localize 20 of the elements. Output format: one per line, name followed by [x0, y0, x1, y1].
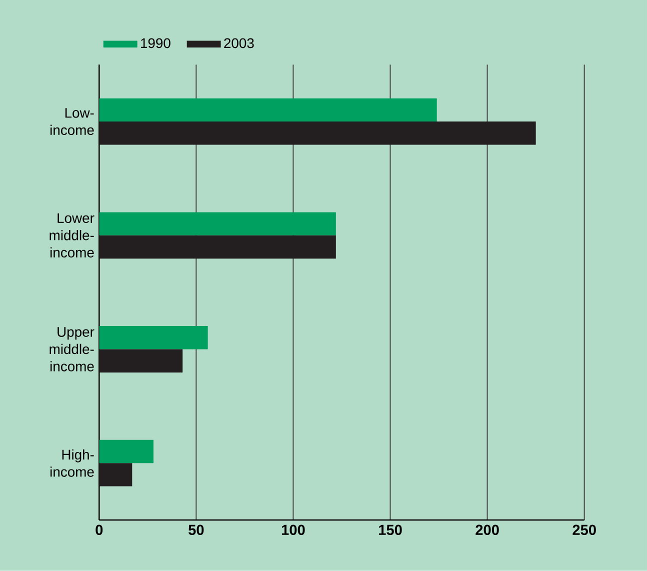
legend-label: 2003	[224, 38, 254, 48]
x-tick-label: 250	[572, 524, 596, 536]
legend-label: 1990	[141, 38, 170, 48]
bar	[99, 463, 132, 486]
y-tick-label: High-income	[50, 450, 94, 477]
bar	[99, 236, 336, 259]
bar	[99, 98, 437, 122]
bar	[99, 349, 183, 373]
x-tick-label: 50	[188, 524, 204, 536]
bar	[99, 122, 536, 145]
x-tick-label: 200	[476, 524, 499, 536]
bar	[99, 440, 154, 464]
bar	[99, 212, 336, 236]
y-tick-label: Upper middle-income	[50, 327, 94, 372]
y-tick-label: Lower middle-income	[50, 213, 94, 258]
bar	[99, 326, 208, 350]
y-tick-label: Low-income	[50, 108, 94, 136]
x-tick-label: 150	[379, 524, 402, 536]
x-tick-label: 0	[96, 524, 103, 536]
x-tick-label: 100	[282, 524, 305, 536]
